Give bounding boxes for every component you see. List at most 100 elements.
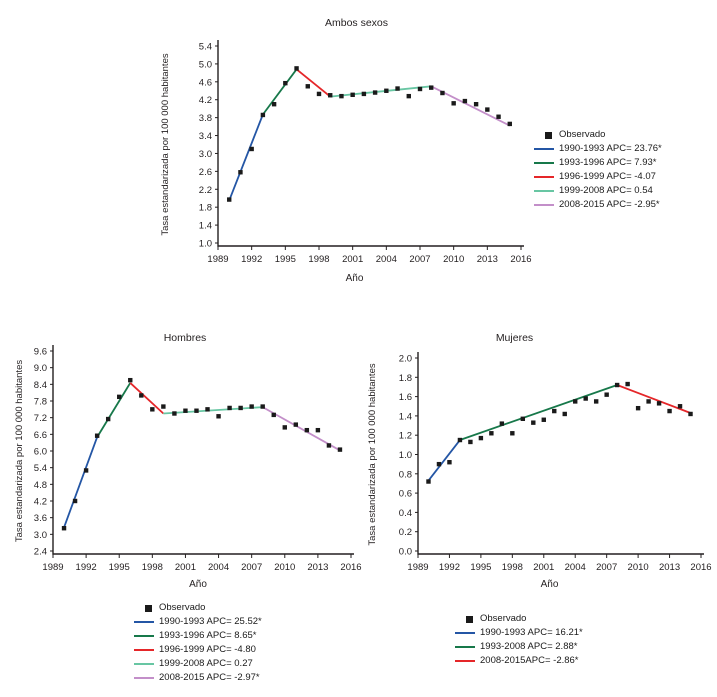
observed-marker <box>429 85 434 90</box>
observed-square-icon <box>466 615 473 623</box>
legend-row: Observado <box>534 128 662 142</box>
legend-row: 1999-2008 APC= 0.27 <box>134 657 262 671</box>
observed-marker <box>372 90 378 95</box>
x-tick-label: 2001 <box>175 562 196 573</box>
observed-marker <box>395 86 400 91</box>
trend-segment-2 <box>129 382 164 415</box>
x-tick-label: 2004 <box>376 254 397 265</box>
y-tick-label: 3.4 <box>199 131 212 142</box>
legend-marker <box>455 632 475 634</box>
legend-row: 2008-2015 APC= -2.95* <box>534 198 662 212</box>
y-tick-label: 8.4 <box>34 380 47 391</box>
trend-segment-2 <box>295 68 331 98</box>
chart-block-mujeres: 0.0 0.2 0.4 0.6 0.8 1.0 1.2 1.4 1.6 1.8 2.0 1989 199… <box>365 328 717 697</box>
x-tick-label: 2007 <box>596 562 617 573</box>
y-tick-label: 5.4 <box>34 463 47 474</box>
y-tick-label: 5.4 <box>199 42 212 53</box>
x-tick-label: 1989 <box>42 562 63 573</box>
legend-label: 1990-1993 APC= 23.76* <box>559 143 662 154</box>
observed-marker <box>478 435 484 441</box>
observed-marker <box>282 425 287 430</box>
y-tick-label: 1.0 <box>199 239 212 250</box>
x-tick-label: 1992 <box>439 562 460 573</box>
x-tick-label: 1989 <box>407 562 428 573</box>
observed-marker <box>473 102 479 107</box>
observed-marker <box>315 427 321 433</box>
observed-marker <box>61 526 67 531</box>
y-tick-label: 2.0 <box>399 354 412 365</box>
chart-title: Mujeres <box>496 332 533 344</box>
y-tick-label: 3.0 <box>199 149 212 160</box>
y-tick-label: 3.8 <box>199 113 212 124</box>
y-tick-label: 6.0 <box>34 447 47 458</box>
trend-segment-1 <box>262 68 298 116</box>
observed-marker <box>520 416 526 421</box>
chart-title: Ambos sexos <box>325 17 388 29</box>
observed-marker <box>417 86 423 92</box>
observed-marker <box>447 460 452 465</box>
legend-marker <box>134 677 154 679</box>
trend-segment-3 <box>330 85 432 98</box>
observed-marker <box>440 90 445 96</box>
trend-line-swatch <box>134 635 154 637</box>
x-tick-label: 2004 <box>208 562 229 573</box>
y-tick-label: 0.8 <box>399 469 412 480</box>
y-tick-label: 9.0 <box>34 363 47 374</box>
trend-line-swatch <box>134 649 154 651</box>
x-tick-label: 2016 <box>690 562 711 573</box>
observed-marker <box>304 427 310 433</box>
trend-segment-3 <box>163 406 263 415</box>
y-tick-label: 7.8 <box>34 397 47 408</box>
observed-marker <box>337 447 343 452</box>
observed-marker <box>216 414 221 419</box>
x-tick-label: 2013 <box>659 562 680 573</box>
trend-line-swatch <box>534 190 554 192</box>
y-tick-label: 4.2 <box>34 497 47 508</box>
x-tick-label: 1992 <box>76 562 97 573</box>
legend-row: 1999-2008 APC= 0.54 <box>534 184 662 198</box>
observed-marker <box>183 408 188 413</box>
observed-marker <box>283 80 288 86</box>
y-tick-label: 1.6 <box>399 392 412 403</box>
observed-marker <box>635 405 641 411</box>
x-tick-label: 2013 <box>307 562 328 573</box>
observed-marker <box>646 399 651 404</box>
legend-label: 1990-1993 APC= 25.52* <box>159 616 262 627</box>
legend-hombres: Observado 1990-1993 APC= 25.52* 1993-1996 … <box>134 601 262 685</box>
axes <box>217 40 524 247</box>
observed-marker <box>625 381 630 387</box>
observed-marker <box>205 407 210 412</box>
observed-marker <box>238 170 243 175</box>
x-tick-label: 2013 <box>477 254 498 265</box>
trend-line-swatch <box>455 660 475 662</box>
legend-label: 1990-1993 APC= 16.21* <box>480 627 583 638</box>
y-tick-label: 0.4 <box>399 508 412 519</box>
chart-mujeres: 0.0 0.2 0.4 0.6 0.8 1.0 1.2 1.4 1.6 1.8 2.0 1989 199… <box>367 332 712 590</box>
legend-marker <box>534 148 554 150</box>
x-tick-label: 1995 <box>275 254 296 265</box>
observed-marker <box>161 404 166 409</box>
x-axis-label: Año <box>346 273 364 284</box>
legend-label: Observado <box>159 602 206 613</box>
observed-marker <box>294 66 299 71</box>
observed-marker <box>562 411 567 417</box>
legend-row: 2008-2015APC= -2.86* <box>455 654 583 668</box>
x-tick-label: 1995 <box>470 562 491 573</box>
observed-marker <box>468 439 473 445</box>
observed-marker <box>656 401 662 406</box>
legend-label: 2008-2015APC= -2.86* <box>480 655 579 666</box>
observed-marker <box>496 114 501 119</box>
legend-ambos-sexos: Observado 1990-1993 APC= 23.76* 1993-1996 … <box>534 128 662 212</box>
trend-line-swatch <box>455 646 475 648</box>
trend-line-swatch <box>534 176 554 178</box>
observed-marker <box>227 405 232 411</box>
x-tick-label: 1989 <box>207 254 228 265</box>
observed-marker <box>667 408 672 414</box>
legend-marker <box>534 131 554 139</box>
chart-ambos-sexos: 1.0 1.4 1.8 2.2 2.6 3.0 3.4 3.8 4.2 4.6 5.0 5.4 1989… <box>160 17 532 284</box>
y-tick-label: 3.0 <box>34 530 47 541</box>
x-tick-label: 2010 <box>443 254 464 265</box>
chart-title: Hombres <box>164 332 207 344</box>
chart-block-hombres: 2.4 3.0 3.6 4.2 4.8 5.4 6.0 6.6 7.2 7.8 8.4 9.0 9.6 1… <box>8 328 380 697</box>
